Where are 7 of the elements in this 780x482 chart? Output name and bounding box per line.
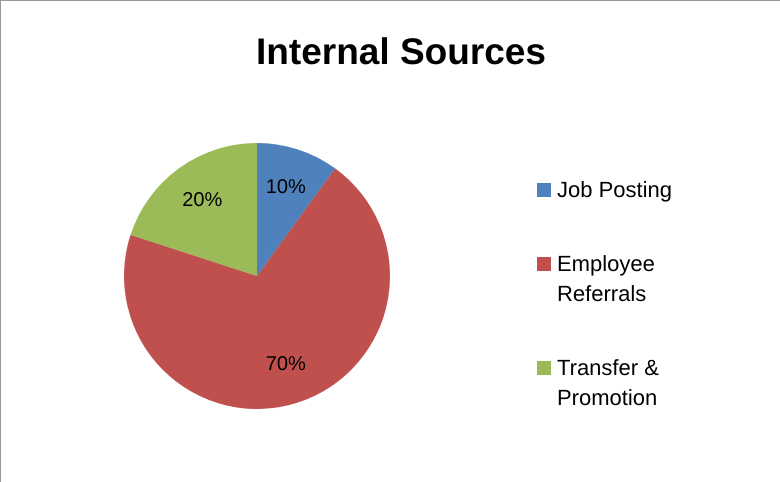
chart-title: Internal Sources <box>255 31 547 73</box>
data-label: 10% <box>266 176 306 198</box>
legend-label: Job Posting <box>557 176 673 204</box>
data-label: 20% <box>182 189 223 212</box>
legend-label: Employee Referrals <box>557 250 656 308</box>
legend-label: Transfer & Promotion <box>557 354 660 412</box>
data-label: 70% <box>266 353 306 376</box>
